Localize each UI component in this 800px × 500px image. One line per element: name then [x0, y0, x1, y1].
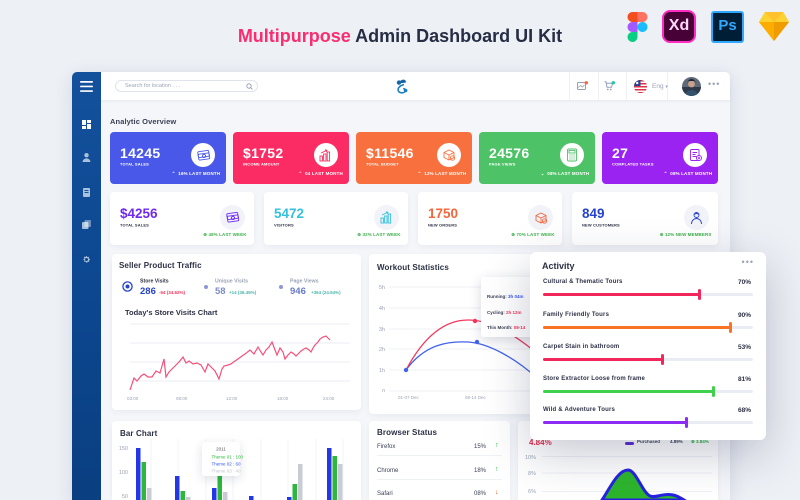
svg-text:4h: 4h: [379, 306, 385, 312]
svg-text:6%: 6%: [528, 489, 536, 495]
svg-text:1h: 1h: [379, 368, 385, 374]
svg-text:10%: 10%: [525, 455, 536, 461]
svg-text:2h: 2h: [379, 347, 385, 353]
svg-text:8%: 8%: [528, 471, 536, 477]
svg-text:150: 150: [119, 446, 128, 452]
svg-text:3h: 3h: [379, 327, 385, 333]
svg-text:50: 50: [122, 494, 128, 500]
svg-text:0: 0: [382, 389, 385, 392]
svg-text:100: 100: [119, 470, 128, 476]
svg-text:5h: 5h: [379, 285, 385, 291]
